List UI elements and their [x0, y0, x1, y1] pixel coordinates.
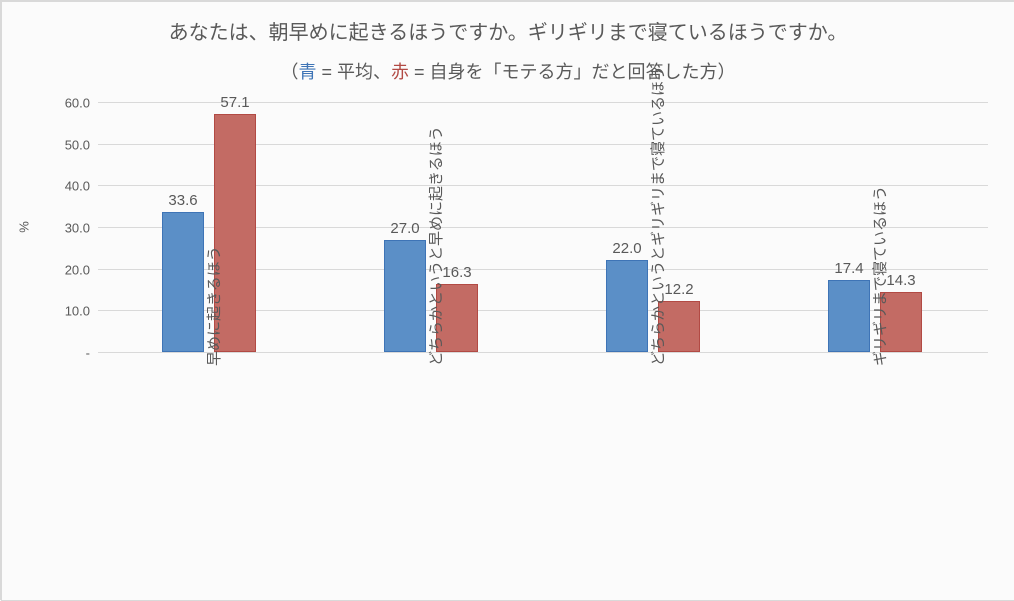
subtitle-blue: 青 — [298, 62, 316, 82]
value-label: 57.1 — [220, 94, 249, 115]
gridline: - — [98, 352, 988, 353]
plot-area: -10.020.030.040.050.060.033.657.1早めに起きるほ… — [98, 102, 988, 352]
value-label: 27.0 — [390, 220, 419, 241]
xtick-label: どちらかというと早めに起きるほう — [425, 126, 446, 366]
ytick-label: - — [86, 346, 98, 361]
bar: 17.4 — [828, 280, 870, 353]
chart-subtitle: （青 = 平均、赤 = 自身を「モテる方」だと回答した方） — [2, 58, 1014, 84]
value-label: 16.3 — [442, 264, 471, 285]
ytick-label: 10.0 — [65, 304, 98, 319]
ytick-label: 20.0 — [65, 262, 98, 277]
bar: 33.6 — [162, 212, 204, 352]
value-label: 17.4 — [834, 260, 863, 281]
bar-group: 22.012.2どちらかというとギリギリまで寝ているほう — [542, 102, 764, 352]
bar-group: 27.016.3どちらかというと早めに起きるほう — [320, 102, 542, 352]
subtitle-mid2: = 自身を「モテる方」だと回答した方） — [409, 62, 736, 82]
subtitle-red: 赤 — [391, 62, 409, 82]
ytick-label: 50.0 — [65, 137, 98, 152]
subtitle-mid1: = 平均、 — [316, 62, 391, 82]
value-label: 12.2 — [664, 281, 693, 302]
ytick-label: 60.0 — [65, 96, 98, 111]
value-label: 22.0 — [612, 240, 641, 261]
xtick-label: どちらかというとギリギリまで寝ているほう — [647, 66, 668, 366]
ytick-label: 40.0 — [65, 179, 98, 194]
xtick-label: 早めに起きるほう — [203, 246, 224, 366]
bar: 22.0 — [606, 260, 648, 352]
bar: 27.0 — [384, 240, 426, 353]
ytick-label: 30.0 — [65, 221, 98, 236]
subtitle-open: （ — [280, 62, 298, 82]
value-label: 33.6 — [168, 192, 197, 213]
value-label: 14.3 — [886, 272, 915, 293]
xtick-label: ギリギリまで寝ているほう — [869, 186, 890, 366]
bar-group: 33.657.1早めに起きるほう — [98, 102, 320, 352]
y-axis-label: % — [16, 221, 31, 233]
bar-group: 17.414.3ギリギリまで寝ているほう — [764, 102, 986, 352]
chart-title: あなたは、朝早めに起きるほうですか。ギリギリまで寝ているほうですか。 — [2, 16, 1014, 45]
chart-container: あなたは、朝早めに起きるほうですか。ギリギリまで寝ているほうですか。 （青 = … — [2, 2, 1014, 600]
